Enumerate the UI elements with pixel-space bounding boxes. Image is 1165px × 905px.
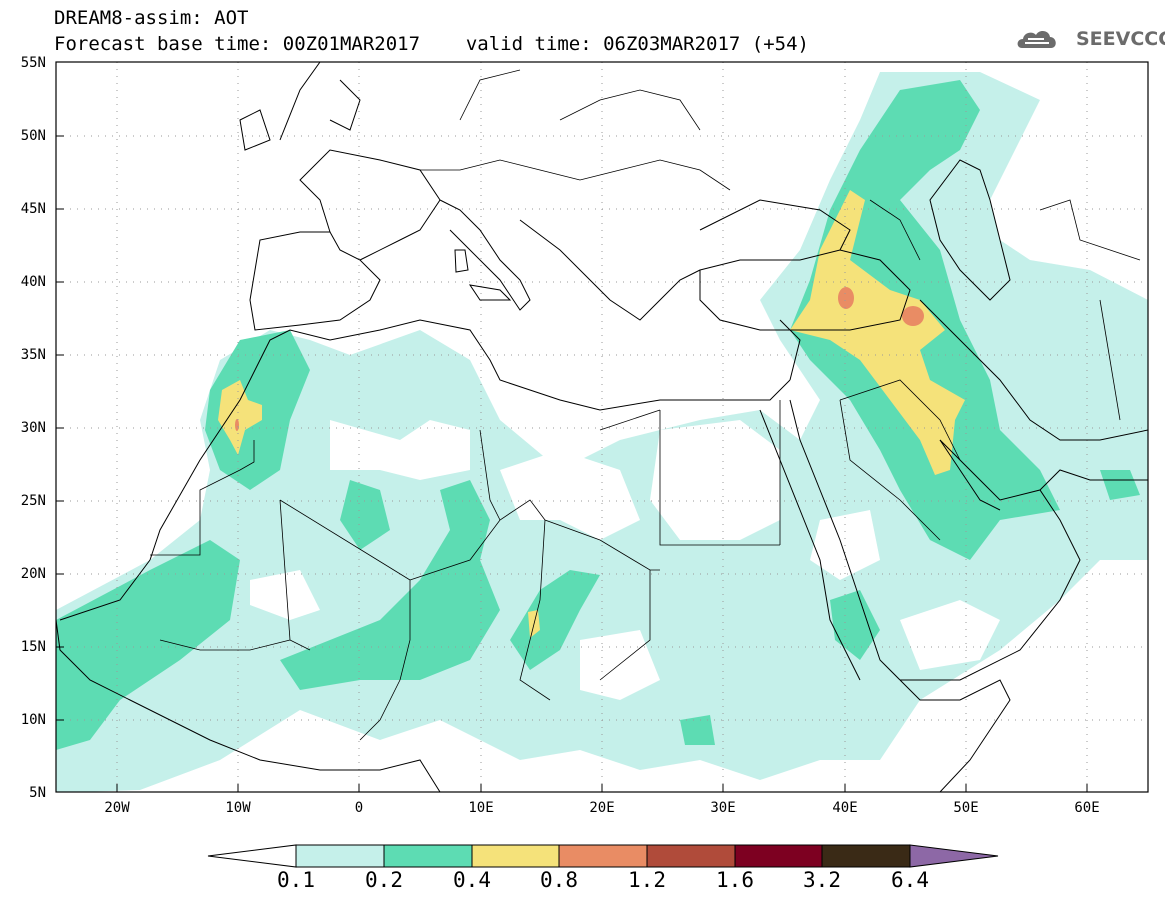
lat-label: 20N [20, 566, 46, 582]
lon-label: 20E [589, 800, 615, 816]
colorbar-bin-0.1 [295, 844, 385, 868]
lat-label: 15N [20, 639, 46, 655]
colorbar-bin-1.2 [646, 844, 736, 868]
coastlines [56, 62, 1148, 792]
colorbar-bin-0.2 [383, 844, 473, 868]
lon-label: 0 [354, 800, 364, 816]
aot-gaps [250, 170, 1148, 700]
map-title: DREAM8-assim: AOT [54, 7, 249, 29]
colorbar [207, 844, 999, 868]
lat-label: 5N [29, 785, 46, 801]
cloud-icon [1017, 31, 1056, 48]
lat-label: 30N [20, 420, 46, 436]
lat-label: 35N [20, 347, 46, 363]
graticule [56, 62, 1148, 792]
lon-label: 50E [953, 800, 979, 816]
aot-field [56, 72, 1148, 792]
lon-label: 30E [710, 800, 736, 816]
lat-label: 45N [20, 201, 46, 217]
lon-label: 10W [225, 800, 251, 816]
lat-label: 25N [20, 493, 46, 509]
colorbar-bin-1.6 [734, 844, 823, 868]
colorbar-label: 0.4 [453, 868, 491, 892]
colorbar-bin-3.2 [821, 844, 911, 868]
colorbar-low-extension [207, 844, 297, 868]
lon-label: 10E [468, 800, 494, 816]
base-time: Forecast base time: 00Z01MAR2017 [54, 33, 421, 55]
colorbar-high-extension [909, 844, 999, 868]
borders [150, 69, 1141, 741]
colorbar-label: 1.2 [628, 868, 666, 892]
logo-text: SEEVCCC [1076, 28, 1165, 50]
valid-time: valid time: 06Z03MAR2017 (+54) [465, 33, 809, 55]
lat-label: 50N [20, 128, 46, 144]
aot-level-0.4 [218, 190, 965, 638]
lat-label: 10N [20, 712, 46, 728]
colorbar-label: 0.1 [277, 868, 315, 892]
forecast-times: Forecast base time: 00Z01MAR2017 valid t… [54, 34, 809, 54]
axis-ticks [56, 61, 1088, 792]
colorbar-label: 1.6 [716, 868, 754, 892]
lon-label: 40E [832, 800, 858, 816]
lat-label: 55N [20, 55, 46, 71]
colorbar-label: 3.2 [803, 868, 841, 892]
colorbar-bin-0.4 [471, 844, 560, 868]
colorbar-label: 0.2 [365, 868, 403, 892]
lat-label: 40N [20, 274, 46, 290]
colorbar-label: 6.4 [891, 868, 929, 892]
lon-label: 60E [1074, 800, 1100, 816]
lon-label: 20W [104, 800, 130, 816]
colorbar-label: 0.8 [540, 868, 578, 892]
colorbar-bin-0.8 [558, 844, 648, 868]
